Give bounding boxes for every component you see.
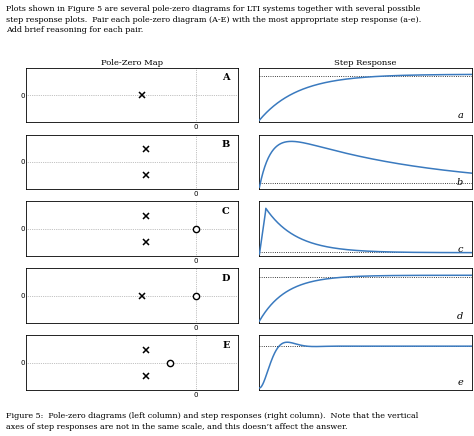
Title: Pole-Zero Map: Pole-Zero Map	[101, 59, 163, 67]
Text: c: c	[457, 245, 463, 254]
Text: a: a	[457, 111, 463, 120]
Text: B: B	[221, 140, 230, 149]
Title: Step Response: Step Response	[334, 59, 397, 67]
Text: A: A	[222, 73, 230, 82]
Text: Plots shown in Figure 5 are several pole-zero diagrams for LTI systems together : Plots shown in Figure 5 are several pole…	[6, 5, 421, 34]
Text: e: e	[457, 378, 463, 388]
Text: E: E	[222, 341, 230, 350]
Text: D: D	[221, 274, 230, 283]
Text: b: b	[457, 177, 463, 187]
Text: Figure 5:  Pole-zero diagrams (left column) and step responses (right column).  : Figure 5: Pole-zero diagrams (left colum…	[6, 412, 418, 431]
Text: d: d	[457, 312, 463, 320]
Text: C: C	[222, 207, 230, 216]
